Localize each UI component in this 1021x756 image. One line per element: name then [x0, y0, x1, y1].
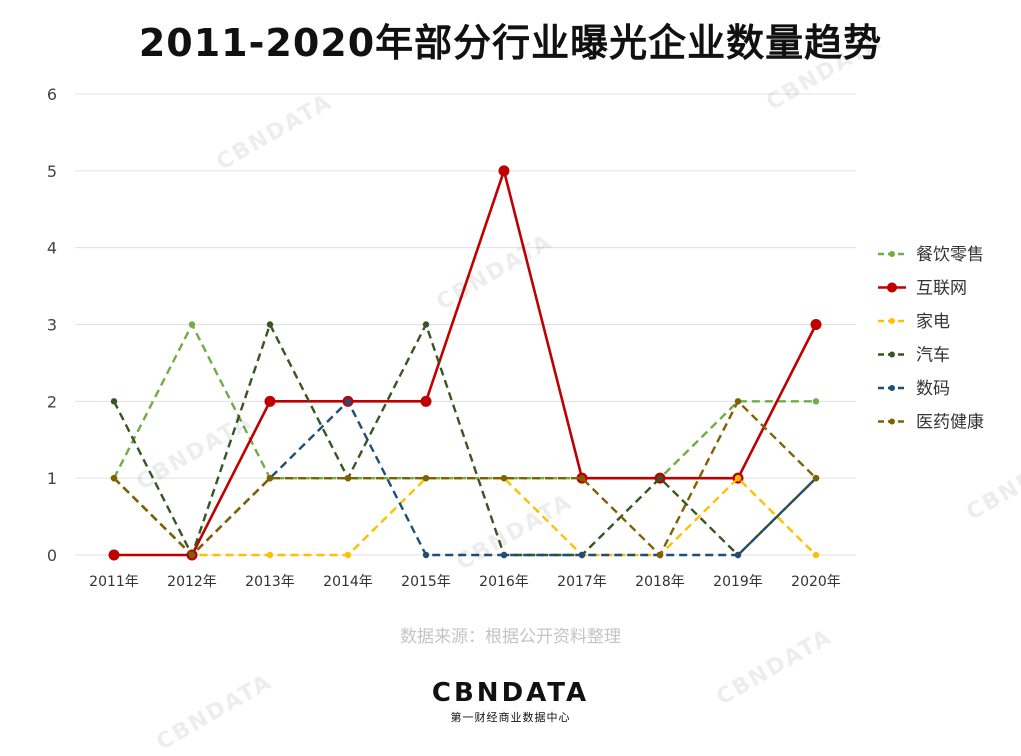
x-tick-label: 2012年: [167, 574, 217, 590]
legend-label: 汽车: [916, 346, 950, 366]
data-point: [264, 395, 276, 407]
x-tick-label: 2020年: [791, 574, 841, 590]
series-line: [114, 169, 818, 557]
y-tick-label: 6: [47, 85, 57, 104]
series-line: [112, 323, 817, 557]
x-tick-label: 2019年: [713, 574, 763, 590]
data-point: [422, 321, 430, 328]
x-tick-label: 2018年: [635, 574, 685, 590]
y-tick-label: 2: [47, 392, 57, 411]
data-point: [344, 551, 352, 559]
legend-marker: [889, 351, 895, 358]
data-point: [344, 474, 352, 482]
data-point: [734, 398, 742, 405]
data-point: [578, 474, 586, 482]
x-axis-ticks: 2011年 2012年 2013年 2014年 2015年 2016年 2017年 2018年…: [89, 574, 841, 590]
brand-block: CBNDATA 第一财经商业数据中心: [0, 678, 1021, 725]
data-point: [810, 319, 822, 330]
data-point: [266, 474, 274, 482]
x-tick-label: 2011年: [89, 574, 139, 590]
legend-label: 数码: [916, 379, 950, 399]
legend-label: 餐饮零售: [916, 245, 984, 265]
chart-title: 2011-2020年部分行业曝光企业数量趋势: [138, 21, 883, 65]
x-tick-label: 2014年: [323, 574, 373, 590]
x-tick-label: 2015年: [401, 574, 451, 590]
data-point: [188, 551, 196, 559]
y-tick-label: 3: [47, 316, 57, 335]
data-point: [498, 165, 510, 177]
y-axis-ticks: 0 1 2 3 4 5 6: [47, 85, 57, 565]
brand-subtitle: 第一财经商业数据中心: [450, 711, 571, 724]
data-point: [656, 474, 664, 482]
series-lines: [108, 165, 822, 561]
x-tick-label: 2013年: [245, 574, 295, 590]
legend-marker: [889, 318, 895, 324]
data-point: [344, 398, 352, 405]
data-point: [734, 474, 742, 482]
data-point: [812, 398, 820, 405]
data-point: [110, 398, 118, 405]
y-tick-label: 1: [47, 469, 57, 488]
y-tick-label: 5: [47, 162, 57, 181]
brand-logo: CBNDATA: [431, 678, 590, 708]
data-point: [422, 474, 430, 482]
data-point: [420, 395, 432, 407]
data-point: [110, 474, 118, 482]
data-point: [578, 551, 586, 559]
series-line: [112, 323, 816, 480]
data-point: [108, 549, 120, 561]
data-point: [734, 551, 742, 559]
source-note: 数据来源：根据公开资料整理: [400, 627, 621, 647]
data-point: [188, 321, 196, 328]
series-line: [113, 400, 817, 557]
legend-marker: [889, 251, 895, 257]
legend-label: 家电: [916, 312, 950, 332]
data-point: [422, 551, 430, 559]
data-point: [266, 321, 274, 328]
series-line: [113, 476, 817, 557]
y-tick-label: 4: [47, 239, 57, 258]
x-tick-label: 2017年: [557, 574, 607, 590]
data-point: [656, 551, 664, 559]
data-point: [500, 551, 508, 559]
y-tick-label: 0: [47, 546, 57, 565]
legend-marker: [889, 418, 895, 425]
x-tick-label: 2016年: [479, 574, 529, 590]
legend-label: 互联网: [916, 279, 967, 299]
data-point: [812, 474, 820, 482]
legend-marker: [889, 385, 895, 391]
data-point: [500, 474, 508, 482]
data-point: [266, 551, 274, 559]
legend-label: 医药健康: [916, 413, 984, 433]
data-point: [812, 551, 820, 559]
legend-marker: [887, 282, 897, 293]
